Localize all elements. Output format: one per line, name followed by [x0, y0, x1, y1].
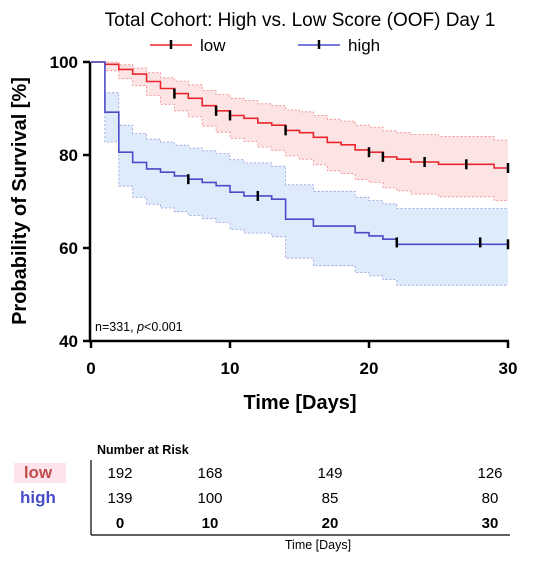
- risk-value: 126: [477, 465, 502, 482]
- risk-value: 149: [317, 465, 342, 482]
- legend-label-low: low: [200, 36, 226, 55]
- x-ticks: 0 10 20 30: [86, 341, 517, 378]
- risk-row-label-high: high: [20, 488, 56, 507]
- survival-curves: [91, 61, 508, 246]
- y-tick-label: 80: [59, 146, 78, 165]
- risk-table-xlabel: Time [Days]: [285, 538, 351, 552]
- legend-label-high: high: [348, 36, 380, 55]
- risk-value: 168: [197, 465, 222, 482]
- confidence-bands: [91, 61, 508, 286]
- risk-value: 85: [322, 490, 339, 507]
- chart-title: Total Cohort: High vs. Low Score (OOF) D…: [105, 10, 496, 31]
- legend: low high: [150, 36, 380, 55]
- risk-time-label: 20: [322, 515, 339, 532]
- y-tick-label: 40: [59, 332, 78, 351]
- ci-upper-low: [91, 61, 508, 141]
- risk-value: 139: [107, 490, 132, 507]
- y-ticks: 40 60 80 100: [50, 53, 90, 351]
- x-tick-label: 0: [86, 359, 95, 378]
- annotation-prefix: n=331,: [95, 320, 137, 334]
- y-axis-label: Probability of Survival [%]: [9, 77, 31, 325]
- censor-marks: [173, 88, 510, 250]
- risk-row-label-bg-low: [14, 463, 66, 483]
- ci-lower-high: [91, 61, 508, 286]
- annotation-suffix: <0.001: [144, 320, 183, 334]
- x-tick-label: 20: [360, 359, 379, 378]
- y-tick-label: 60: [59, 239, 78, 258]
- risk-time-label: 0: [116, 515, 124, 532]
- x-axis-label: Time [Days]: [243, 392, 356, 414]
- risk-time-label: 30: [482, 515, 499, 532]
- curve-high: [91, 61, 508, 246]
- risk-table-header: Number at Risk: [97, 443, 189, 457]
- curve-low: [91, 61, 508, 169]
- risk-value: 80: [482, 490, 499, 507]
- x-tick-label: 10: [221, 359, 240, 378]
- risk-row-label-low: low: [24, 463, 53, 482]
- ci-band-high: [91, 62, 508, 286]
- risk-table: Number at Risk Time [Days] low 192 168 149 1…: [14, 443, 510, 552]
- risk-time-label: 10: [202, 515, 219, 532]
- annotation-p: p: [136, 320, 144, 334]
- x-tick-label: 30: [499, 359, 518, 378]
- risk-row-label-bg-high: [14, 488, 66, 508]
- risk-value: 192: [107, 465, 132, 482]
- risk-value: 100: [197, 490, 222, 507]
- ci-lower-low: [91, 61, 508, 201]
- n-p-annotation: n=331, p<0.001: [95, 320, 183, 334]
- y-tick-label: 100: [50, 53, 78, 72]
